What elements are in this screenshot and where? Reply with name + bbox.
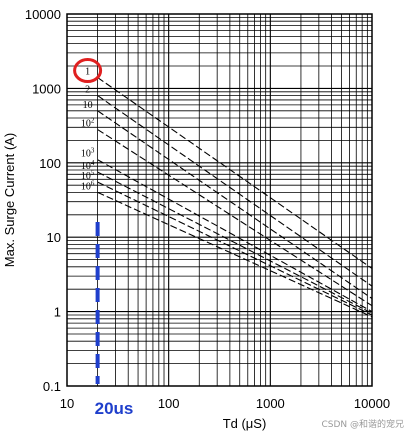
tick-labels: 0.1 1 10 100 1000 10000 10 100 1000 10000 <box>25 7 390 411</box>
series-line <box>97 77 373 269</box>
series-label: 106 <box>81 179 95 192</box>
x-tick-label: 100 <box>158 396 180 411</box>
series-line <box>97 110 373 299</box>
x-tick-label: 10 <box>60 396 74 411</box>
annotation-20us: 20us <box>73 58 134 418</box>
x-tick-label: 10000 <box>354 396 390 411</box>
series-line <box>97 129 373 307</box>
x-axis-label: Td (μS) <box>223 416 267 431</box>
series-line <box>97 171 373 314</box>
series-label: 2 <box>85 85 90 96</box>
watermark: CSDN @和谐的宠兄 <box>321 420 404 430</box>
series-label: 1 <box>85 67 90 78</box>
y-axis-label: Max. Surge Current (A) <box>2 133 17 267</box>
x-tick-label: 1000 <box>256 396 285 411</box>
plot-frame <box>66 13 373 387</box>
series-lines <box>97 77 373 318</box>
series-line <box>97 191 373 318</box>
grid-lines <box>67 14 372 386</box>
y-tick-label: 1000 <box>32 81 61 96</box>
y-tick-label: 1 <box>54 305 61 320</box>
series-line <box>97 159 373 313</box>
series-line <box>97 95 373 287</box>
marker-20us-label: 20us <box>95 399 134 418</box>
series-label: 10 <box>83 100 93 111</box>
y-tick-label: 10000 <box>25 7 61 22</box>
highlight-circle <box>73 58 103 84</box>
series-line <box>97 181 373 316</box>
series-label: 103 <box>81 147 95 160</box>
y-tick-label: 100 <box>39 156 61 171</box>
y-tick-label: 10 <box>47 230 61 245</box>
y-tick-label: 0.1 <box>43 379 61 394</box>
